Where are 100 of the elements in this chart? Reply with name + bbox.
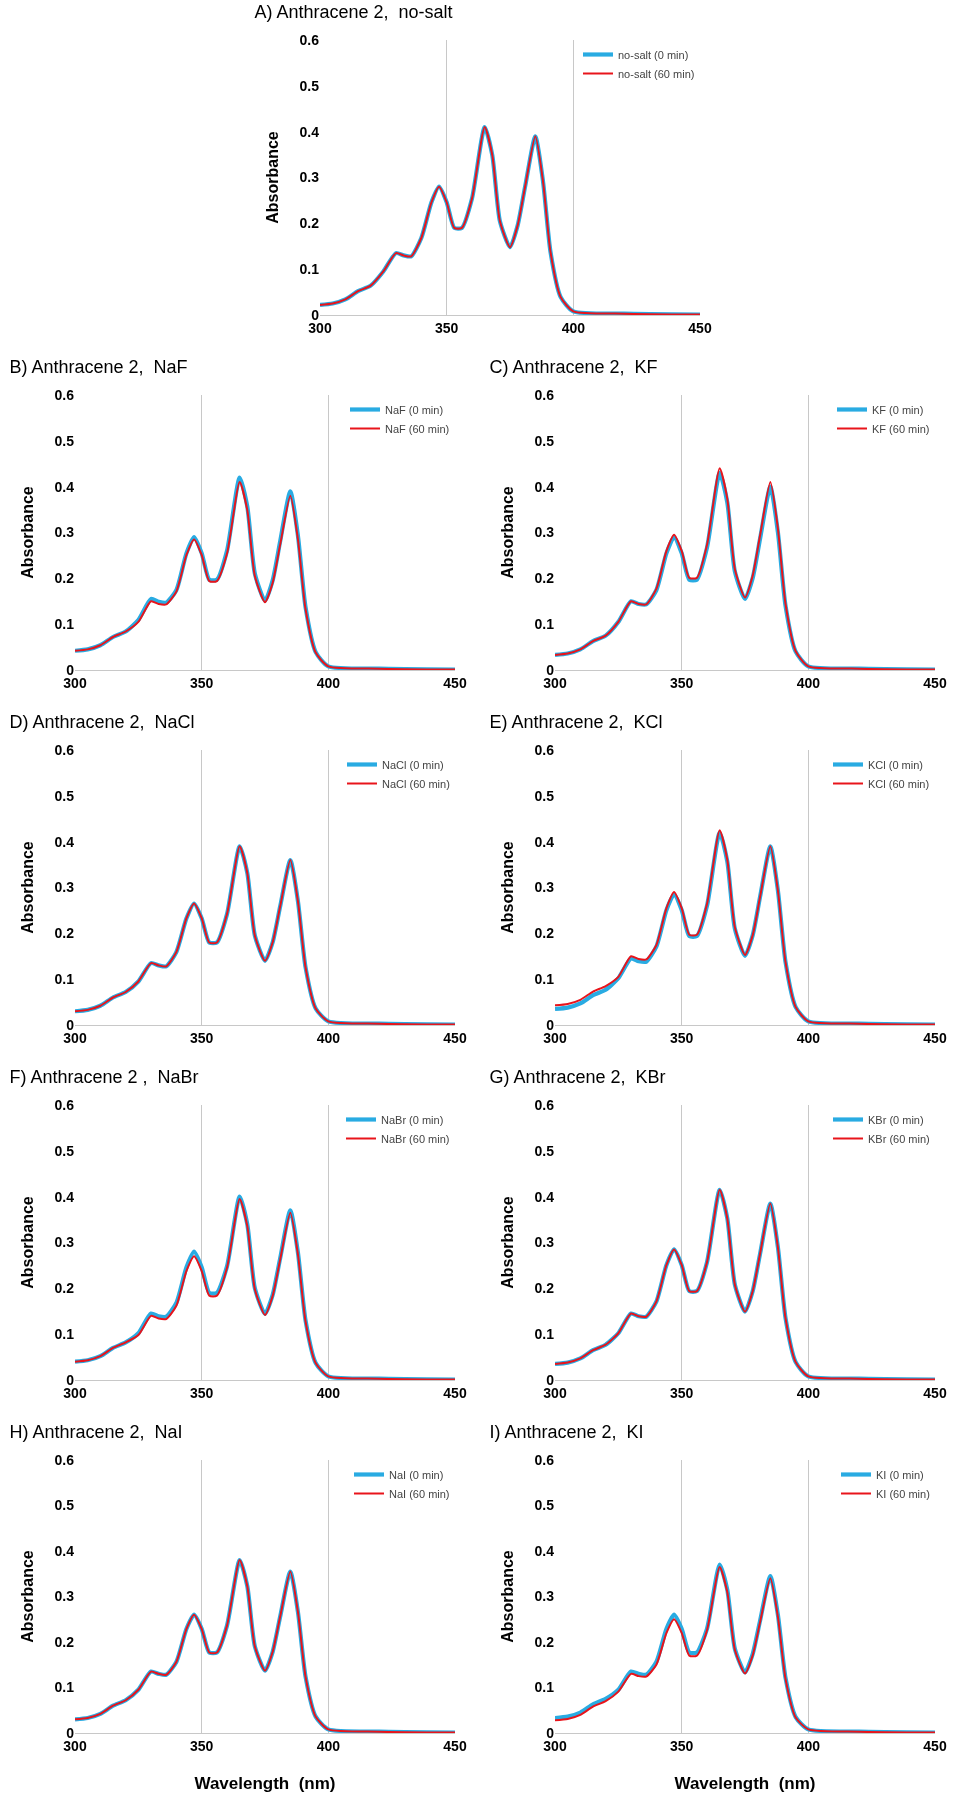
- x-tick-label: 350: [669, 1384, 694, 1401]
- x-tick-label: 350: [189, 1737, 214, 1754]
- y-tick-label: 0.1: [54, 1326, 75, 1343]
- y-tick-label: 0.4: [534, 1188, 555, 1205]
- y-tick-label: 0.6: [54, 1096, 75, 1113]
- chart-title: E) Anthracene 2, KCl: [489, 711, 663, 732]
- y-tick-label: 0.3: [54, 524, 75, 541]
- y-tick-label: 0.1: [534, 971, 555, 988]
- legend-label: KCl (60 min): [868, 777, 930, 790]
- y-tick-label: 0.5: [54, 1497, 75, 1514]
- y-axis-title: Absorbance: [264, 131, 281, 224]
- y-tick-label: 0.5: [534, 787, 555, 804]
- chart-title: G) Anthracene 2, KBr: [489, 1066, 666, 1087]
- y-tick-label: 0.1: [534, 1326, 555, 1343]
- x-tick-label: 400: [796, 674, 821, 691]
- x-tick-label: 450: [443, 674, 467, 691]
- legend-label: KI (60 min): [876, 1487, 930, 1500]
- y-tick-label: 0.1: [54, 1679, 75, 1696]
- x-tick-label: 350: [669, 1737, 694, 1754]
- x-tick-label: 400: [316, 1029, 341, 1046]
- y-axis-title: Absorbance: [19, 1550, 36, 1643]
- y-axis-title: Absorbance: [499, 1196, 516, 1289]
- y-tick-label: 0.3: [54, 1234, 75, 1251]
- y-tick-label: 0.6: [54, 741, 75, 758]
- x-axis-title: Wavelength (nm): [194, 1774, 336, 1793]
- y-tick-label: 0.5: [534, 1142, 555, 1159]
- legend-label: NaCl (0 min): [382, 758, 444, 771]
- y-tick-label: 0.2: [534, 1280, 555, 1297]
- y-tick-label: 0.4: [54, 1188, 75, 1205]
- y-tick-label: 0.4: [299, 123, 320, 140]
- legend-label: KI (0 min): [876, 1468, 924, 1481]
- y-tick-label: 0.2: [534, 925, 555, 942]
- chart-title: I) Anthracene 2, KI: [489, 1422, 644, 1443]
- y-axis-title: Absorbance: [19, 841, 36, 934]
- chart-title: F) Anthracene 2 , NaBr: [9, 1066, 199, 1087]
- x-tick-label: 350: [434, 319, 459, 336]
- y-tick-label: 0.2: [54, 1280, 75, 1297]
- y-axis-title: Absorbance: [19, 1196, 36, 1289]
- y-tick-label: 0.5: [54, 1142, 75, 1159]
- x-tick-label: 350: [669, 1029, 694, 1046]
- y-axis-title: Absorbance: [499, 1550, 516, 1643]
- y-axis-title: Absorbance: [499, 486, 516, 579]
- x-tick-label: 350: [669, 674, 694, 691]
- x-tick-label: 350: [189, 1384, 214, 1401]
- y-tick-label: 0.4: [534, 478, 555, 495]
- legend-label: NaI (60 min): [389, 1487, 450, 1500]
- y-tick-label: 0.5: [534, 1497, 555, 1514]
- x-tick-label: 400: [316, 1737, 341, 1754]
- y-axis-title: Absorbance: [19, 486, 36, 579]
- y-tick-label: 0.1: [534, 1679, 555, 1696]
- y-tick-label: 0.3: [54, 879, 75, 896]
- y-tick-label: 0.3: [534, 524, 555, 541]
- x-tick-label: 450: [443, 1384, 467, 1401]
- y-tick-label: 0.2: [54, 570, 75, 587]
- y-axis-title: Absorbance: [499, 841, 516, 934]
- x-tick-label: 450: [923, 1737, 947, 1754]
- y-tick-label: 0.3: [299, 169, 320, 186]
- legend-label: no-salt (0 min): [618, 48, 689, 61]
- y-tick-label: 0.3: [534, 879, 555, 896]
- y-tick-label: 0.3: [534, 1588, 555, 1605]
- x-axis-title: Wavelength (nm): [674, 1774, 816, 1793]
- y-tick-label: 0.5: [299, 77, 320, 94]
- legend-label: NaBr (60 min): [381, 1132, 450, 1145]
- y-tick-label: 0.5: [534, 432, 555, 449]
- y-tick-label: 0.2: [534, 1633, 555, 1650]
- y-tick-label: 0.5: [54, 432, 75, 449]
- legend-label: no-salt (60 min): [618, 67, 695, 80]
- x-tick-label: 400: [316, 674, 341, 691]
- legend-label: NaI (0 min): [389, 1468, 444, 1481]
- x-tick-label: 350: [189, 674, 214, 691]
- x-tick-label: 450: [688, 319, 712, 336]
- y-tick-label: 0.4: [54, 1542, 75, 1559]
- y-tick-label: 0.5: [54, 787, 75, 804]
- x-tick-label: 400: [796, 1029, 821, 1046]
- y-tick-label: 0.4: [54, 833, 75, 850]
- y-tick-label: 0.6: [534, 741, 555, 758]
- legend-label: NaF (60 min): [385, 422, 450, 435]
- y-tick-label: 0.4: [54, 478, 75, 495]
- y-tick-label: 0.4: [534, 1542, 555, 1559]
- x-tick-label: 450: [443, 1029, 467, 1046]
- x-tick-label: 400: [796, 1384, 821, 1401]
- y-tick-label: 0.1: [534, 616, 555, 633]
- y-tick-label: 0.6: [54, 1451, 75, 1468]
- legend-label: KBr (0 min): [868, 1113, 924, 1126]
- legend-label: KBr (60 min): [868, 1132, 930, 1145]
- y-tick-label: 0.2: [534, 570, 555, 587]
- legend-label: NaF (0 min): [385, 403, 444, 416]
- x-tick-label: 400: [561, 319, 586, 336]
- y-tick-label: 0.6: [299, 31, 320, 48]
- x-tick-label: 450: [443, 1737, 467, 1754]
- y-tick-label: 0.3: [534, 1234, 555, 1251]
- y-tick-label: 0.2: [54, 1633, 75, 1650]
- chart-title: C) Anthracene 2, KF: [489, 356, 658, 377]
- y-tick-label: 0.6: [534, 1096, 555, 1113]
- y-tick-label: 0.1: [54, 616, 75, 633]
- chart-title: B) Anthracene 2, NaF: [9, 356, 188, 377]
- y-tick-label: 0.2: [299, 215, 320, 232]
- x-tick-label: 400: [796, 1737, 821, 1754]
- x-tick-label: 450: [923, 674, 947, 691]
- x-tick-label: 400: [316, 1384, 341, 1401]
